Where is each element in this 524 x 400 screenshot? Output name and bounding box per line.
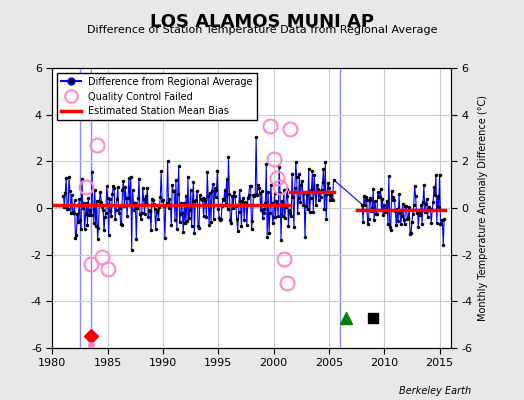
Text: LOS ALAMOS MUNI AP: LOS ALAMOS MUNI AP [150,13,374,31]
Text: Difference of Station Temperature Data from Regional Average: Difference of Station Temperature Data f… [87,25,437,35]
Y-axis label: Monthly Temperature Anomaly Difference (°C): Monthly Temperature Anomaly Difference (… [478,95,488,321]
Text: Berkeley Earth: Berkeley Earth [399,386,472,396]
